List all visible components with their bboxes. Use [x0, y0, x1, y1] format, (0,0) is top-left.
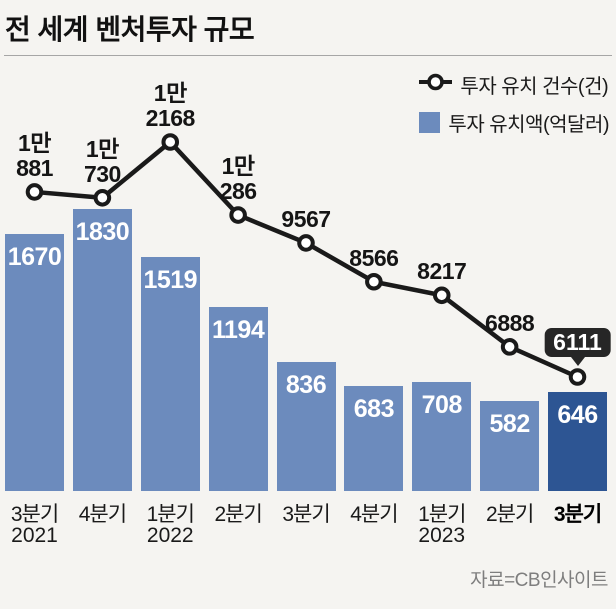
x-axis-label: 3분기: [282, 503, 330, 526]
bar: [276, 362, 336, 491]
line-marker: [229, 206, 247, 224]
source-note: 자료=CB인사이트: [470, 570, 608, 591]
bar: [72, 209, 132, 491]
line-marker: [568, 368, 587, 386]
callout-tail: [570, 357, 585, 366]
line-point-label: 1만 730: [83, 135, 121, 187]
bar: [5, 234, 64, 491]
legend: 투자 유치 건수(건) 투자 유치액(억달러): [419, 70, 609, 137]
bar-value-label: 582: [489, 410, 531, 439]
line-marker: [432, 286, 451, 305]
bar-value-label: 646: [557, 400, 598, 429]
bar-value-label: 1519: [143, 266, 198, 295]
title-divider: [4, 55, 612, 56]
bar-value-label: 708: [421, 391, 463, 420]
x-axis-label: 1분기: [418, 503, 466, 526]
line-marker: [161, 133, 180, 151]
x-axis-label: 3분기: [10, 503, 59, 526]
line-marker: [297, 234, 315, 252]
line-marker: [365, 272, 383, 291]
bar: [140, 257, 200, 491]
line-point-label: 1만 2168: [145, 80, 196, 131]
line-point-label: 1만 881: [16, 129, 53, 181]
bar: [412, 382, 472, 491]
legend-bar-label: 투자 유치액(억달러): [448, 114, 609, 136]
x-axis-year-label: 2021: [11, 524, 58, 547]
bar-value-label: 1194: [212, 316, 265, 345]
bar-swatch-icon: [419, 112, 441, 133]
line-point-label: 6888: [485, 309, 535, 336]
bar-value-label: 683: [353, 394, 395, 423]
x-axis-label: 1분기: [146, 503, 195, 526]
line-point-label: 8566: [349, 244, 399, 271]
x-axis-year-label: 2022: [146, 524, 194, 547]
legend-line-label: 투자 유치 건수(건): [460, 76, 609, 98]
line-marker: [25, 183, 44, 201]
line-point-label: 8217: [417, 258, 467, 285]
line-point-label: 1만 286: [219, 153, 257, 205]
x-axis-label: 4분기: [350, 503, 398, 526]
bar-value-label: 1830: [75, 218, 130, 247]
line-marker: [93, 188, 112, 207]
line-marker: [500, 338, 519, 356]
x-axis-year-label: 2023: [418, 524, 466, 547]
page-title: 전 세계 벤처투자 규모: [5, 14, 255, 45]
line-point-label: 9567: [281, 205, 331, 232]
x-axis-label: 4분기: [78, 503, 127, 526]
legend-bar-item: 투자 유치액(억달러): [419, 108, 609, 137]
bar-value-label: 1670: [7, 243, 62, 272]
x-axis-label: 2분기: [214, 503, 262, 526]
x-axis-label: 2분기: [485, 503, 534, 526]
bar: [208, 307, 268, 491]
bar: [344, 385, 404, 491]
bar: [548, 391, 607, 491]
callout-label: 6111: [544, 328, 611, 357]
legend-line-item: 투자 유치 건수(건): [419, 70, 609, 99]
bar: [480, 401, 540, 491]
bar-value-label: 836: [285, 371, 327, 400]
x-axis-label: 3분기: [553, 503, 602, 526]
line-marker-icon: [419, 72, 453, 97]
